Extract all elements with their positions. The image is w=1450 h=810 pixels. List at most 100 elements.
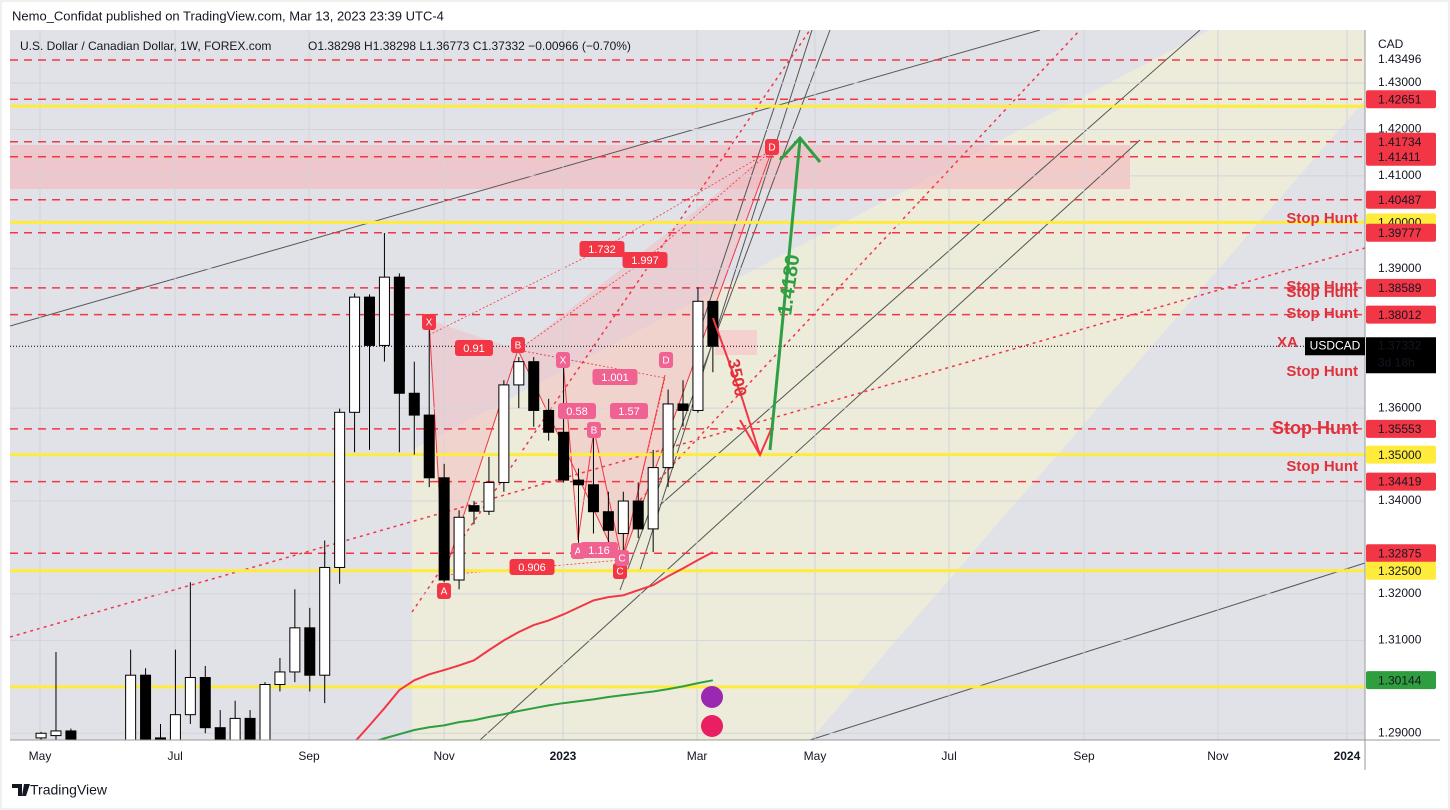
x-tick-label: May: [29, 749, 52, 763]
y-tick-label: 1.39000: [1378, 261, 1422, 275]
ratio-label: 0.58: [566, 406, 587, 418]
point-label: D: [768, 143, 775, 154]
point-badge: [511, 337, 525, 353]
candle-body: [438, 477, 450, 581]
ratio-label: 0.906: [518, 562, 546, 574]
candle-body: [543, 409, 555, 433]
arrow-head: [778, 135, 822, 163]
candle-body: [199, 677, 211, 729]
level-label: 1.43496: [1378, 52, 1422, 66]
ratio-label: 1.16: [588, 545, 609, 557]
candle-body: [214, 727, 226, 740]
x-tick-label: 2024: [1334, 749, 1361, 763]
point-badge: [556, 352, 570, 368]
level-badge: [1366, 561, 1436, 580]
moving-average: [355, 551, 714, 740]
candle-body: [453, 516, 465, 581]
level-label: 1.42651: [1378, 92, 1422, 106]
candle-body: [498, 384, 510, 483]
supply-zone: [10, 145, 1130, 189]
flag-icon: [701, 715, 723, 737]
drawings: [10, 30, 1365, 771]
y-tick-label: 1.32000: [1378, 586, 1422, 600]
candle-body: [334, 411, 346, 568]
down-arrow: [712, 317, 761, 456]
point-badge: [765, 139, 779, 155]
candle-body: [662, 403, 674, 469]
candle-body: [289, 627, 301, 673]
level-label: 1.41411: [1378, 150, 1421, 164]
candle-body: [349, 296, 361, 413]
stop-hunt-label: Stop Hunt: [1286, 305, 1358, 322]
candle-body: [65, 730, 77, 740]
point-label: X: [426, 318, 433, 329]
ratio-badge: [509, 559, 555, 575]
x-tick-label: 2023: [550, 749, 577, 763]
x-tick-label: Sep: [298, 749, 320, 763]
candle-body: [154, 737, 166, 740]
candle-body: [274, 671, 286, 685]
point-label: A: [441, 587, 448, 598]
trend-line: [809, 562, 1365, 740]
candle-body: [125, 674, 137, 740]
level-badge: [1366, 419, 1436, 438]
level-label: 1.35000: [1378, 448, 1422, 462]
level-badge: [1366, 190, 1436, 209]
chart-title: U.S. Dollar / Canadian Dollar, 1W, FOREX…: [20, 39, 271, 53]
countdown: 3d 18h: [1378, 355, 1415, 369]
up-arrow: [768, 139, 802, 451]
candle-body: [319, 566, 331, 676]
stop-hunt-label: Stop Hunt: [1286, 458, 1358, 475]
trend-line: [639, 30, 813, 571]
point-label: C: [616, 567, 623, 578]
candle-body: [692, 300, 704, 411]
candle-body: [50, 730, 62, 737]
stop-hunt-label: Stop Hunt: [1286, 278, 1358, 295]
candle-body: [364, 296, 376, 346]
level-label: 1.38012: [1378, 308, 1422, 322]
candle-body: [111, 752, 121, 761]
ratio-label: 1.57: [618, 406, 639, 418]
moving-average: [375, 679, 714, 740]
candle-body: [184, 677, 196, 716]
y-tick-label: 1.42000: [1378, 122, 1422, 136]
candle-body: [244, 717, 256, 740]
candle-body: [35, 732, 47, 739]
ratio-badge: [455, 340, 493, 356]
channel-fill: [412, 30, 1365, 740]
level-badge: [1366, 278, 1436, 297]
candle-body: [513, 361, 525, 386]
point-label: C: [618, 554, 625, 565]
level-badge: [1366, 147, 1436, 166]
level-badge: [1366, 305, 1436, 324]
candle-body: [528, 361, 540, 411]
candle-body: [468, 505, 480, 512]
event-icon: [701, 686, 723, 708]
ratio-badge: [580, 542, 618, 558]
pattern-fill: [429, 320, 518, 575]
point-badge: [422, 314, 436, 330]
currency: CAD: [1378, 37, 1404, 51]
ohlc: O1.38298 H1.38298 L1.36773 C1.37332 −0.0…: [308, 39, 631, 53]
ratio-label: 1.001: [601, 372, 629, 384]
stop-hunt-label: Stop Hunt: [1286, 363, 1358, 380]
candle-body: [81, 743, 91, 771]
level-label: 1.35553: [1378, 422, 1422, 436]
point-label: X: [560, 356, 567, 367]
candle-body: [393, 276, 405, 394]
point-badge: [615, 550, 629, 566]
candle-body: [602, 511, 614, 531]
y-tick-label: 1.34000: [1378, 493, 1422, 507]
y-tick-label: 1.29000: [1378, 725, 1422, 739]
candle-body: [617, 500, 629, 535]
ratio-badge: [592, 369, 638, 385]
ratio-badge: [558, 403, 596, 419]
candle-body: [707, 300, 719, 347]
candle-body: [573, 479, 585, 486]
logo: [12, 784, 30, 796]
candle-body: [558, 431, 570, 481]
level-label: 1.38589: [1378, 281, 1422, 295]
ratio-badge: [579, 241, 625, 257]
level-badge: [1366, 671, 1436, 690]
